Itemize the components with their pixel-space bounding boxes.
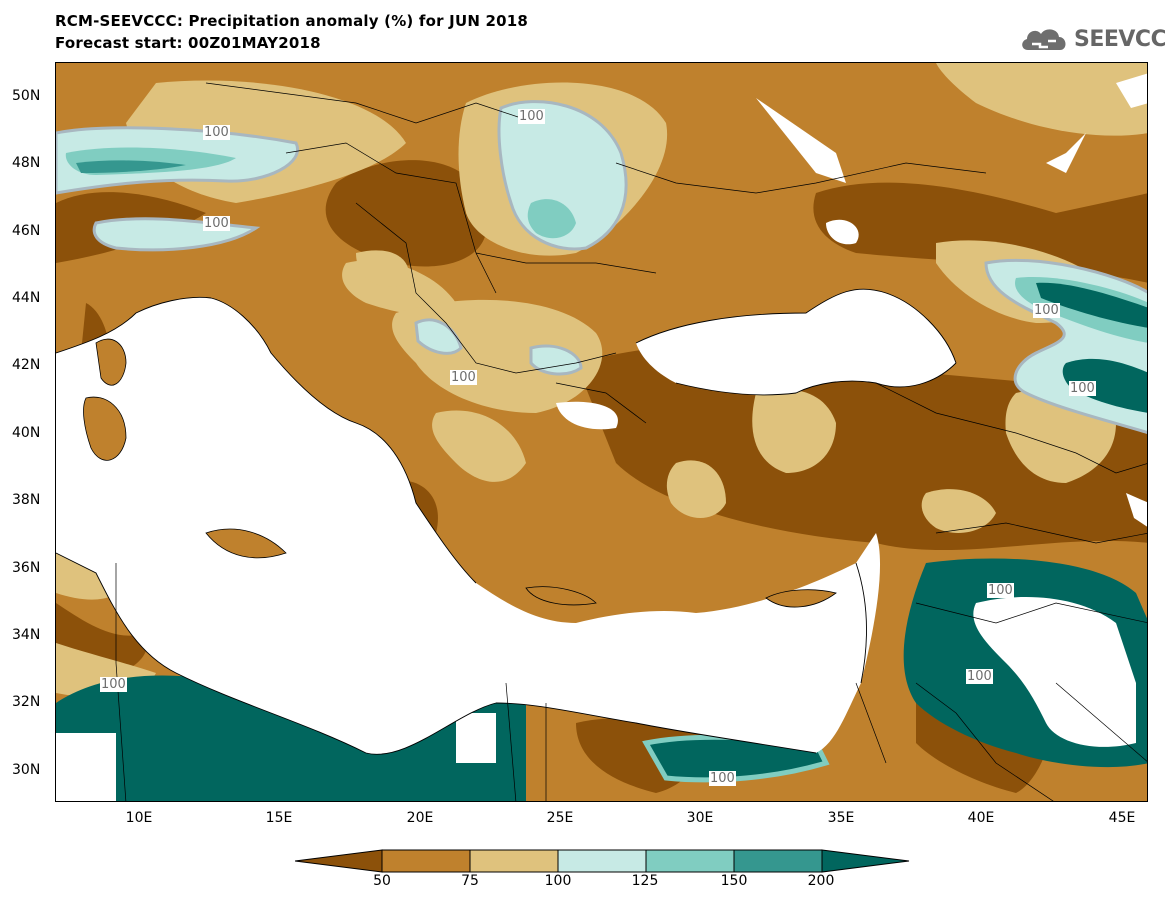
contour-label: 100 xyxy=(1069,381,1096,396)
colorbar-bin xyxy=(733,849,823,873)
colorbar xyxy=(295,849,910,873)
lat-tick-label: 36N xyxy=(12,560,41,576)
contour-label: 100 xyxy=(709,771,736,786)
lat-tick-label: 38N xyxy=(12,492,41,508)
lon-tick-label: 35E xyxy=(827,810,855,826)
contour-label: 100 xyxy=(518,109,545,124)
island-shapes xyxy=(83,338,837,608)
lat-tick-label: 46N xyxy=(12,223,41,239)
lon-tick-label: 45E xyxy=(1108,810,1136,826)
contour-label: 100 xyxy=(203,216,230,231)
logo-text: SEEVCCC xyxy=(1074,26,1165,52)
lat-tick-label: 42N xyxy=(12,357,41,373)
colorbar-tick-label: 75 xyxy=(461,873,479,889)
contour-label: 100 xyxy=(1033,303,1060,318)
colorbar-bin xyxy=(469,849,559,873)
anomaly-wet-regions xyxy=(56,100,1147,801)
colorbar-bin xyxy=(821,849,910,873)
colorbar-tick-label: 125 xyxy=(631,873,659,889)
colorbar-tick-label: 50 xyxy=(373,873,391,889)
coastline-lines xyxy=(56,288,957,755)
lat-tick-label: 32N xyxy=(12,694,41,710)
contour-label: 100 xyxy=(966,669,993,684)
colorbar-bin xyxy=(295,849,383,873)
forecast-start-label: Forecast start: 00Z01MAY2018 xyxy=(55,34,321,52)
lat-tick-label: 30N xyxy=(12,762,41,778)
country-borders xyxy=(115,82,1147,801)
contour-label: 100 xyxy=(100,677,127,692)
lon-tick-label: 30E xyxy=(686,810,714,826)
colorbar-bin xyxy=(557,849,647,873)
colorbar-tick-label: 100 xyxy=(544,873,572,889)
map-title: RCM-SEEVCCC: Precipitation anomaly (%) f… xyxy=(55,12,529,30)
cloud-icon xyxy=(1022,29,1066,50)
contour-label: 100 xyxy=(987,583,1014,598)
colorbar-tick-label: 200 xyxy=(807,873,835,889)
map-panel: 100 100 100 100 100 100 100 100 100 100 xyxy=(55,62,1148,802)
lat-tick-label: 48N xyxy=(12,155,41,171)
sea-mask xyxy=(56,73,1147,755)
lon-tick-label: 25E xyxy=(546,810,574,826)
contour-label: 100 xyxy=(203,125,230,140)
colorbar-bin xyxy=(645,849,735,873)
lat-tick-label: 40N xyxy=(12,425,41,441)
lon-tick-label: 20E xyxy=(406,810,434,826)
lon-tick-label: 10E xyxy=(125,810,153,826)
map-canvas xyxy=(56,63,1147,801)
colorbar-bin xyxy=(381,849,471,873)
lat-tick-label: 34N xyxy=(12,627,41,643)
colorbar-tick-label: 150 xyxy=(720,873,748,889)
contour-label: 100 xyxy=(450,370,477,385)
lon-tick-label: 40E xyxy=(967,810,995,826)
lat-tick-label: 50N xyxy=(12,88,41,104)
lon-tick-label: 15E xyxy=(265,810,293,826)
seevccc-logo: SEEVCCC xyxy=(1018,22,1165,56)
lat-tick-label: 44N xyxy=(12,290,41,306)
